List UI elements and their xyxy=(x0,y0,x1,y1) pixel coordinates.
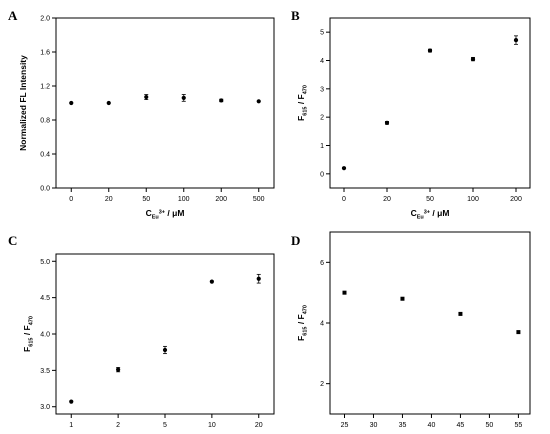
x-tick-label: 1 xyxy=(69,422,73,429)
data-point xyxy=(470,56,476,62)
y-tick-label: 1 xyxy=(320,143,324,150)
y-tick-label: 2.0 xyxy=(40,16,50,23)
y-tick-label: 4 xyxy=(320,321,324,328)
data-point xyxy=(69,399,74,404)
data-point xyxy=(342,290,347,295)
panel-d: D24625303540455055Temperature / ℃F615 / … xyxy=(291,231,531,429)
x-tick-label: 2 xyxy=(116,422,120,429)
x-tick-label: 0 xyxy=(69,196,73,203)
x-tick-label: 20 xyxy=(383,196,391,203)
y-tick-label: 0.0 xyxy=(40,186,50,193)
x-tick-label: 100 xyxy=(467,196,479,203)
y-tick-label: 4.0 xyxy=(40,332,50,339)
data-point xyxy=(513,38,519,43)
y-axis-label: F615 / F470 xyxy=(22,316,35,352)
y-tick-label: 4.5 xyxy=(40,295,50,302)
y-axis-label: F615 / F470 xyxy=(296,85,309,121)
x-tick-label: 20 xyxy=(105,196,113,203)
data-point xyxy=(106,100,111,106)
y-tick-label: 3.0 xyxy=(40,404,50,411)
y-tick-label: 2 xyxy=(320,381,324,388)
data-point xyxy=(116,367,121,372)
x-tick-label: 200 xyxy=(215,196,227,203)
panel-a: A 0.0 0.4 0.8 1.2 1.6 2.0 0 20 50 100 200 500 CEu3+ /… xyxy=(8,8,275,221)
panel-letter: D xyxy=(291,233,300,248)
x-tick-label: 50 xyxy=(426,196,434,203)
plot-frame xyxy=(55,253,275,415)
plot-frame xyxy=(55,17,275,189)
data-point xyxy=(219,98,224,103)
data-point xyxy=(162,347,168,353)
x-tick-label: 50 xyxy=(486,422,494,429)
x-axis-label: CEu3+ / μM xyxy=(146,208,185,221)
data-point xyxy=(384,120,390,125)
y-axis-label: Normalized FL Intensity xyxy=(18,55,28,151)
plot-frame xyxy=(329,17,531,189)
panel-letter: A xyxy=(8,8,18,23)
x-tick-label: 500 xyxy=(253,196,265,203)
x-tick-label: 40 xyxy=(428,422,436,429)
x-tick-label: 200 xyxy=(510,196,522,203)
y-tick-label: 0 xyxy=(320,171,324,178)
x-axis-label: CEu3+ / μM xyxy=(411,208,450,221)
y-tick-label: 4 xyxy=(320,58,324,65)
y-tick-label: 3 xyxy=(320,86,324,93)
x-tick-label: 100 xyxy=(178,196,190,203)
y-tick-label: 1.6 xyxy=(40,50,50,57)
x-tick-label: 10 xyxy=(208,422,216,429)
y-tick-label: 3.5 xyxy=(40,368,50,375)
data-point xyxy=(516,330,521,335)
data-point xyxy=(458,311,463,316)
y-tick-label: 1.2 xyxy=(40,84,50,91)
x-tick-label: 55 xyxy=(515,422,523,429)
data-point xyxy=(341,166,347,171)
panel-letter: C xyxy=(8,233,17,248)
x-tick-label: 25 xyxy=(341,422,349,429)
x-tick-label: 50 xyxy=(142,196,150,203)
panel-letter: B xyxy=(291,8,300,23)
y-tick-label: 0.8 xyxy=(40,118,50,125)
x-tick-label: 20 xyxy=(255,422,263,429)
data-point xyxy=(256,99,261,104)
panel-c: C3.03.54.04.55.01251020Time / minF615 / … xyxy=(8,233,275,429)
x-tick-label: 0 xyxy=(342,196,346,203)
data-point xyxy=(256,276,261,281)
data-point xyxy=(427,48,433,53)
y-axis-label: F615 / F470 xyxy=(296,305,309,341)
y-tick-label: 6 xyxy=(320,260,324,267)
y-tick-label: 5.0 xyxy=(40,259,50,266)
y-tick-label: 0.4 xyxy=(40,152,50,159)
data-point xyxy=(144,94,149,100)
x-tick-label: 45 xyxy=(457,422,465,429)
data-point xyxy=(181,95,186,100)
data-point xyxy=(69,100,74,106)
plot-frame xyxy=(329,231,531,415)
data-point xyxy=(209,279,214,284)
data-point xyxy=(400,296,405,301)
y-tick-label: 2 xyxy=(320,115,324,122)
x-tick-label: 5 xyxy=(163,422,167,429)
x-tick-label: 35 xyxy=(399,422,407,429)
y-tick-label: 5 xyxy=(320,30,324,37)
x-tick-label: 30 xyxy=(370,422,378,429)
